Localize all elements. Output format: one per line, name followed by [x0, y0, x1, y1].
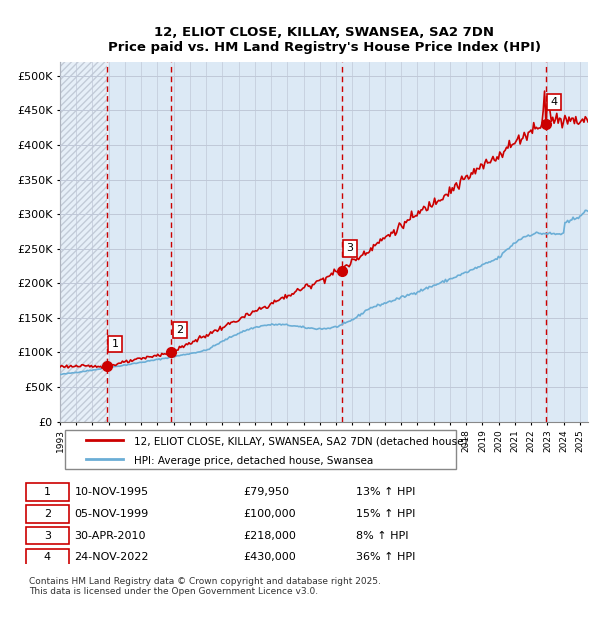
FancyBboxPatch shape: [26, 484, 69, 501]
Text: 15% ↑ HPI: 15% ↑ HPI: [356, 509, 416, 519]
Text: 2: 2: [44, 509, 51, 519]
Bar: [60, 62, 107, 422]
Text: 36% ↑ HPI: 36% ↑ HPI: [356, 552, 416, 562]
Text: £100,000: £100,000: [244, 509, 296, 519]
Text: 3: 3: [346, 244, 353, 254]
Text: 05-NOV-1999: 05-NOV-1999: [74, 509, 149, 519]
Text: 4: 4: [44, 552, 51, 562]
Text: 4: 4: [551, 97, 558, 107]
FancyBboxPatch shape: [65, 430, 456, 469]
FancyBboxPatch shape: [26, 505, 69, 523]
Text: £430,000: £430,000: [244, 552, 296, 562]
Text: £79,950: £79,950: [244, 487, 290, 497]
Text: Contains HM Land Registry data © Crown copyright and database right 2025.
This d: Contains HM Land Registry data © Crown c…: [29, 577, 381, 596]
Text: 1: 1: [44, 487, 51, 497]
Text: 24-NOV-2022: 24-NOV-2022: [74, 552, 149, 562]
FancyBboxPatch shape: [26, 527, 69, 544]
Text: 30-APR-2010: 30-APR-2010: [74, 531, 146, 541]
Text: 2: 2: [176, 325, 183, 335]
Text: 3: 3: [44, 531, 51, 541]
Text: 1: 1: [112, 339, 119, 349]
Text: 8% ↑ HPI: 8% ↑ HPI: [356, 531, 409, 541]
Title: 12, ELIOT CLOSE, KILLAY, SWANSEA, SA2 7DN
Price paid vs. HM Land Registry's Hous: 12, ELIOT CLOSE, KILLAY, SWANSEA, SA2 7D…: [107, 26, 541, 54]
Text: £218,000: £218,000: [244, 531, 296, 541]
FancyBboxPatch shape: [26, 549, 69, 566]
Text: HPI: Average price, detached house, Swansea: HPI: Average price, detached house, Swan…: [134, 456, 373, 466]
Text: 13% ↑ HPI: 13% ↑ HPI: [356, 487, 416, 497]
Text: 12, ELIOT CLOSE, KILLAY, SWANSEA, SA2 7DN (detached house): 12, ELIOT CLOSE, KILLAY, SWANSEA, SA2 7D…: [134, 436, 467, 446]
Text: 10-NOV-1995: 10-NOV-1995: [74, 487, 149, 497]
